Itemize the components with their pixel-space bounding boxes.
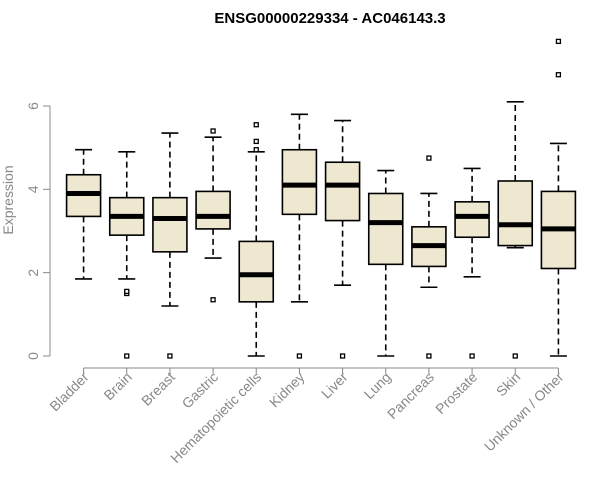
x-tick-label: Prostate [432, 369, 480, 417]
box-liver [324, 119, 361, 359]
outlier-point [555, 38, 562, 45]
y-tick-label: 6 [25, 102, 41, 110]
outlier-point [339, 353, 346, 359]
box-group [65, 38, 577, 359]
box-lung [367, 169, 404, 357]
box-gastric [195, 128, 231, 303]
iqr-box [195, 190, 231, 230]
box-kidney [281, 113, 318, 359]
x-tick-label: Liver [318, 369, 351, 402]
iqr-box [281, 148, 318, 216]
outlier-point [253, 147, 259, 153]
x-tick-label: Pancreas [384, 369, 437, 422]
iqr-box [324, 161, 361, 222]
box-bladder [65, 148, 102, 280]
outlier-point [555, 72, 562, 78]
box-breast [152, 132, 188, 359]
iqr-box [454, 201, 490, 239]
y-tick-label: 4 [25, 185, 41, 193]
box-prostate [454, 167, 490, 359]
iqr-box [367, 192, 404, 266]
y-axis-label: Expression [0, 165, 16, 234]
box-pancreas [411, 155, 447, 359]
x-tick-label: Lung [361, 369, 394, 402]
iqr-box [497, 180, 534, 247]
y-tick-label: 0 [25, 352, 41, 360]
outlier-point [210, 297, 216, 303]
box-unknown-other [540, 38, 577, 357]
outlier-point [210, 128, 216, 134]
outlier-point [253, 138, 259, 145]
outlier-point [124, 353, 130, 359]
outlier-point [469, 353, 475, 359]
x-tick-label: Bladder [46, 369, 92, 415]
iqr-box [238, 240, 275, 303]
x-tick-label: Unknown / Other [481, 369, 567, 455]
x-tick-label: Gastric [179, 369, 222, 412]
x-tick-label: Brain [100, 369, 134, 403]
iqr-box [152, 196, 188, 253]
chart-title: ENSG00000229334 - AC046143.3 [214, 10, 445, 27]
outlier-point [296, 353, 303, 359]
x-tick-label: Skin [493, 369, 524, 400]
outlier-point [124, 288, 130, 295]
outlier-point [167, 353, 173, 359]
y-axis: 0 2 4 6 [25, 102, 51, 360]
outlier-point [512, 353, 518, 359]
x-tick-label: Breast [138, 369, 178, 409]
box-brain [108, 151, 145, 359]
outlier-point [426, 155, 432, 161]
y-tick-label: 2 [25, 269, 41, 277]
box-hematopoietic-cells [238, 122, 275, 357]
x-tick-label: Kidney [266, 369, 308, 411]
outlier-point [426, 353, 432, 359]
outlier-point [253, 122, 259, 128]
box-skin [497, 101, 534, 359]
